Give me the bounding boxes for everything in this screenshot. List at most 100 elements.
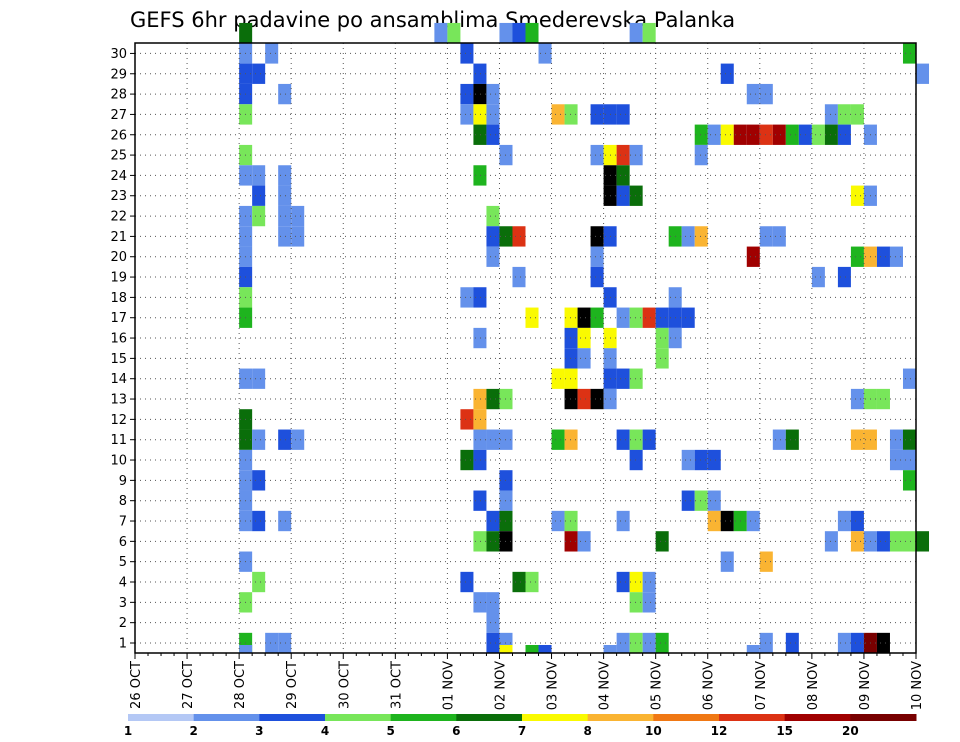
precip-cell: [564, 510, 578, 532]
precip-cell: [473, 409, 487, 430]
colorbar-label: 15: [776, 724, 793, 738]
precip-cell: [486, 124, 500, 145]
precip-cell: [590, 388, 604, 410]
precip-cell: [473, 490, 487, 511]
y-tick-label: 23: [110, 189, 127, 204]
precip-cell: [759, 551, 773, 572]
precip-cell: [252, 63, 266, 84]
colorbar-swatch: [522, 714, 589, 721]
precip-cell: [616, 429, 630, 450]
precip-cell: [278, 165, 292, 186]
precip-cell: [876, 246, 890, 267]
precip-cell: [746, 510, 760, 532]
precip-cell: [707, 449, 721, 471]
colorbar-swatch: [259, 714, 326, 721]
y-tick-label: 5: [119, 555, 127, 570]
precip-cell: [616, 510, 630, 532]
precip-cell: [447, 22, 461, 44]
precip-cell: [473, 165, 487, 186]
precip-cell: [590, 144, 604, 166]
precip-cell: [655, 348, 669, 369]
precip-cell: [564, 327, 578, 349]
y-tick-label: 18: [110, 291, 127, 306]
precip-cell: [291, 205, 305, 227]
precip-cell: [473, 63, 487, 84]
precip-cell: [642, 429, 656, 450]
colorbar-swatch: [456, 714, 523, 721]
precip-cell: [590, 266, 604, 288]
precip-cell: [486, 612, 500, 633]
colorbar-swatch: [325, 714, 392, 721]
precip-cell: [720, 510, 734, 532]
precip-cell: [486, 226, 500, 247]
precip-cell: [577, 348, 591, 369]
precip-cell: [473, 327, 487, 349]
precip-cell: [694, 449, 708, 471]
precip-cell: [889, 429, 903, 450]
x-tick-label: 07 NOV: [754, 661, 769, 710]
x-tick-label: 06 NOV: [702, 661, 717, 710]
precip-cell: [629, 185, 643, 206]
colorbar-swatch: [390, 714, 457, 721]
precip-cell: [837, 124, 851, 145]
y-tick-label: 27: [110, 108, 127, 123]
precip-cell: [850, 246, 864, 267]
precip-cell: [512, 226, 526, 247]
colorbar-label: 3: [255, 724, 263, 738]
precip-cell: [772, 124, 786, 145]
precip-cell: [694, 490, 708, 511]
precip-cell: [694, 226, 708, 247]
precip-cell: [291, 226, 305, 247]
precip-cell: [252, 205, 266, 227]
precip-cell: [746, 246, 760, 267]
precip-cell: [694, 124, 708, 145]
colorbar-label: 1: [124, 724, 132, 738]
precip-cell: [564, 388, 578, 410]
precip-cell: [473, 388, 487, 410]
x-tick-label: 08 NOV: [806, 661, 821, 710]
precip-cell: [811, 124, 825, 145]
precip-cell: [642, 632, 656, 654]
precip-cell: [629, 571, 643, 593]
precip-cell: [265, 632, 279, 654]
precip-cell: [785, 124, 799, 145]
y-tick-label: 1: [119, 637, 127, 652]
precip-cell: [642, 592, 656, 613]
y-tick-label: 8: [119, 494, 127, 509]
precip-cell: [473, 124, 487, 145]
precip-cell: [655, 307, 669, 328]
precip-cell: [278, 429, 292, 450]
precip-cell: [876, 531, 890, 552]
precip-cell: [252, 571, 266, 593]
precip-cell: [616, 307, 630, 328]
y-tick-label: 14: [110, 372, 127, 387]
y-tick-label: 30: [110, 47, 127, 62]
precip-cell: [629, 449, 643, 471]
y-tick-label: 7: [119, 515, 127, 530]
y-tick-label: 13: [110, 393, 127, 408]
precip-cell: [916, 531, 930, 552]
y-tick-label: 29: [110, 67, 127, 82]
precip-cell: [564, 531, 578, 552]
x-tick-label: 27 OCT: [181, 661, 196, 709]
precip-cell: [655, 632, 669, 654]
precip-cell: [460, 43, 474, 64]
colorbar-swatch: [784, 714, 851, 721]
y-tick-label: 28: [110, 88, 127, 103]
precip-cell: [291, 429, 305, 450]
precip-cell: [616, 104, 630, 125]
colorbar-label: 12: [711, 724, 728, 738]
precip-cell: [278, 632, 292, 654]
precip-cell: [889, 531, 903, 552]
precip-cell: [902, 429, 916, 450]
precip-cell: [486, 205, 500, 227]
y-tick-label: 20: [110, 250, 127, 265]
precip-cell: [850, 185, 864, 206]
precip-cell: [837, 632, 851, 654]
precip-cell: [278, 226, 292, 247]
precip-cell: [460, 571, 474, 593]
precip-cell: [278, 83, 292, 105]
precip-cell: [473, 429, 487, 450]
precip-cell: [837, 104, 851, 125]
precip-cell: [252, 510, 266, 532]
